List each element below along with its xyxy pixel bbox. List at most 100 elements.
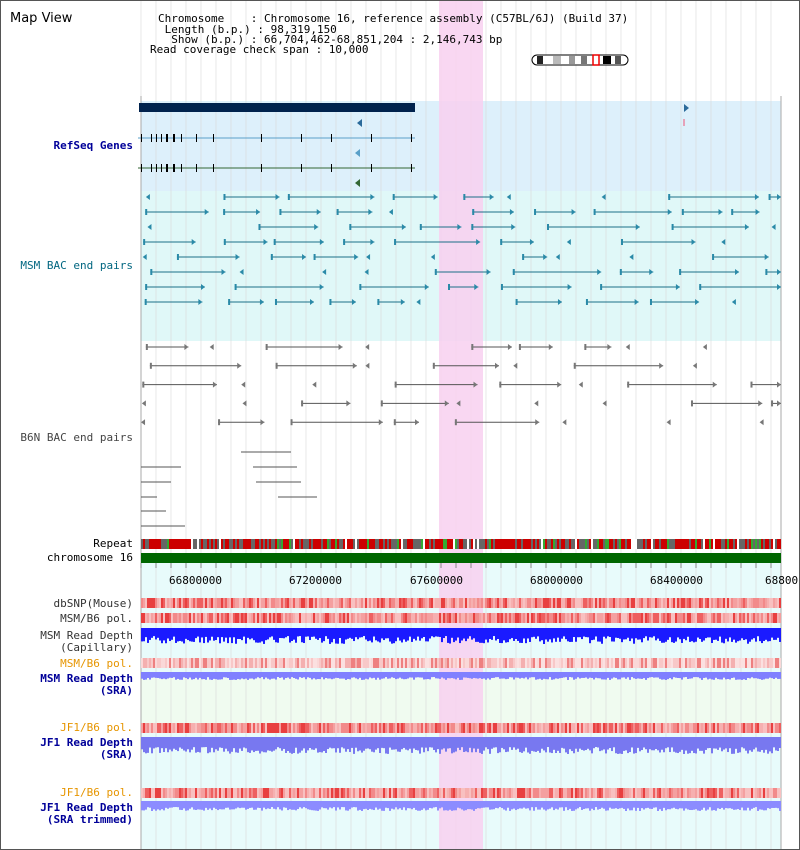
repeat-segment [289,539,291,549]
b6n-bac-label[interactable]: B6N BAC end pairs [20,431,133,444]
depth-bar [431,672,433,678]
depth-bar [657,628,659,639]
depth-bar [461,672,463,680]
depth-bar [279,737,281,749]
depth-bar [509,737,511,748]
repeat-segment [775,539,777,549]
jf1-read-depth-sra-label[interactable]: JF1 Read Depth [40,736,133,749]
density-cell [611,788,613,798]
density-cell [757,788,759,798]
density-cell [609,723,611,733]
density-cell [489,658,491,668]
depth-bar [411,628,413,642]
repeat-segment [689,539,691,549]
msm-read-depth-capillary-label[interactable]: MSM Read Depth [40,629,133,642]
depth-bar [743,737,745,749]
msm-bac-label[interactable]: MSM BAC end pairs [20,259,133,272]
density-cell [605,658,607,668]
msm-b6-pol-sra-label[interactable]: MSM/B6 pol. [60,657,133,670]
depth-bar [717,672,719,680]
density-cell [375,788,377,798]
density-cell [259,613,261,623]
density-cell [261,658,263,668]
depth-bar [479,801,481,809]
depth-bar [503,672,505,679]
density-cell [615,723,617,733]
depth-bar [611,737,613,752]
depth-bar [393,801,395,810]
depth-bar [503,628,505,641]
jf1-b6-pol-trim-label[interactable]: JF1/B6 pol. [60,786,133,799]
depth-bar [699,737,701,751]
density-cell [691,613,693,623]
density-cell [765,658,767,668]
depth-bar [263,672,265,680]
density-cell [177,658,179,668]
jf1-b6-pol-label[interactable]: JF1/B6 pol. [60,721,133,734]
depth-bar [225,628,227,638]
depth-bar [525,801,527,809]
density-cell [609,613,611,623]
density-cell [347,598,349,608]
dbsnp-label[interactable]: dbSNP(Mouse) [53,597,133,610]
density-cell [697,598,699,608]
density-cell [331,723,333,733]
depth-bar [475,801,477,810]
depth-bar [447,672,449,679]
depth-bar [259,628,261,643]
density-cell [403,658,405,668]
selected-region-highlight[interactable] [439,1,483,849]
depth-bar [699,801,701,811]
refseq-genes-label[interactable]: RefSeq Genes [53,139,133,152]
density-cell [349,598,351,608]
chromosome-ideogram[interactable] [529,53,631,67]
repeat-label[interactable]: Repeat [93,537,133,550]
density-cell [229,613,231,623]
repeat-segment [205,539,207,549]
depth-bar [161,672,163,680]
msm-b6-pol-label[interactable]: MSM/B6 pol. [60,612,133,625]
density-cell [491,788,493,798]
repeat-segment [765,539,767,549]
depth-bar [563,737,565,749]
density-cell [365,723,367,733]
density-cell [323,658,325,668]
bac-end [671,224,674,230]
density-cell [711,723,713,733]
density-cell [777,613,779,623]
repeat-segment [393,539,395,549]
depth-bar [497,737,499,754]
repeat-segment [511,539,513,549]
depth-bar [357,801,359,811]
density-cell [205,613,207,623]
depth-bar [333,801,335,808]
depth-bar [751,672,753,678]
density-cell [705,598,707,608]
depth-bar [157,801,159,810]
density-cell [515,613,517,623]
depth-bar [289,672,291,679]
jf1-read-depth-trim-sublabel: (SRA trimmed) [46,813,133,826]
depth-bar [705,672,707,678]
density-cell [215,598,217,608]
density-cell [593,598,595,608]
bac-end-arrow [314,224,319,230]
density-cell [225,598,227,608]
density-cell [337,598,339,608]
msm-read-depth-sra-label[interactable]: MSM Read Depth [40,672,133,685]
density-cell [737,598,739,608]
bac-end-arrow [237,362,242,369]
density-cell [297,598,299,608]
depth-bar [461,737,463,748]
density-cell [771,613,773,623]
density-cell [403,788,405,798]
jf1-read-depth-trim-label[interactable]: JF1 Read Depth [40,801,133,814]
density-cell [151,723,153,733]
density-cell [183,658,185,668]
density-cell [513,598,515,608]
density-cell [741,723,743,733]
chromosome-label[interactable]: chromosome 16 [46,551,133,564]
density-cell [593,788,595,798]
density-cell [471,788,473,798]
